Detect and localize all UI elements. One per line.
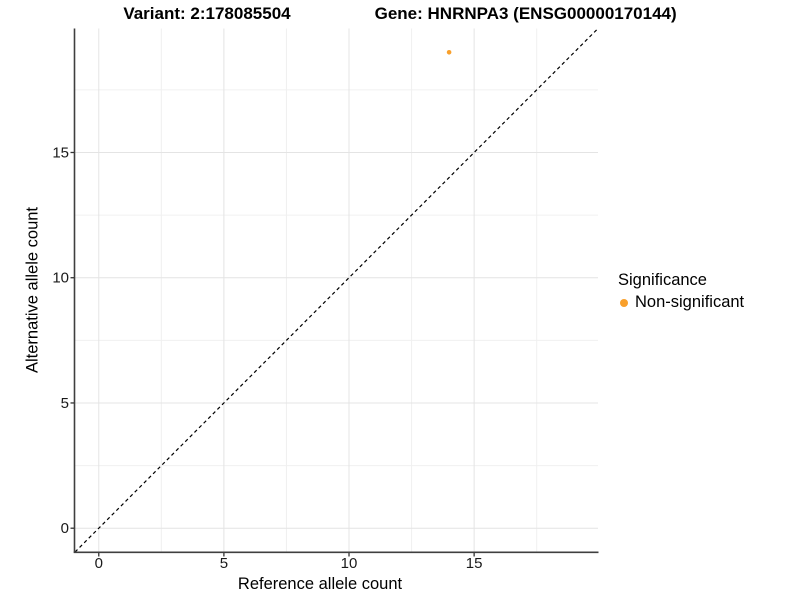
y-tick-label: 15 <box>52 144 69 161</box>
legend-item-label: Non-significant <box>635 293 745 311</box>
legend: Significance Non-significant <box>618 271 744 312</box>
x-axis-title: Reference allele count <box>237 575 403 593</box>
identity-line <box>74 28 599 553</box>
y-tick-label: 5 <box>61 395 69 412</box>
plot-title: Variant: 2:178085504 Gene: HNRNPA3 (ENSG0… <box>0 4 800 24</box>
y-axis-title: Alternative allele count <box>23 206 42 374</box>
x-tick-label: 15 <box>466 555 483 572</box>
variant-title: Variant: 2:178085504 <box>123 4 291 23</box>
y-tick-label: 10 <box>52 270 69 287</box>
x-tick-label: 10 <box>341 555 358 572</box>
legend-title: Significance <box>618 271 707 289</box>
legend-item-non-significant: Non-significant <box>618 293 744 312</box>
y-tick-label: 0 <box>61 520 69 537</box>
x-tick-label: 5 <box>220 555 228 572</box>
legend-point-icon <box>620 298 628 307</box>
data-point <box>446 49 452 55</box>
gene-title: Gene: HNRNPA3 (ENSG00000170144) <box>374 4 677 23</box>
x-tick-label: 0 <box>95 555 103 572</box>
